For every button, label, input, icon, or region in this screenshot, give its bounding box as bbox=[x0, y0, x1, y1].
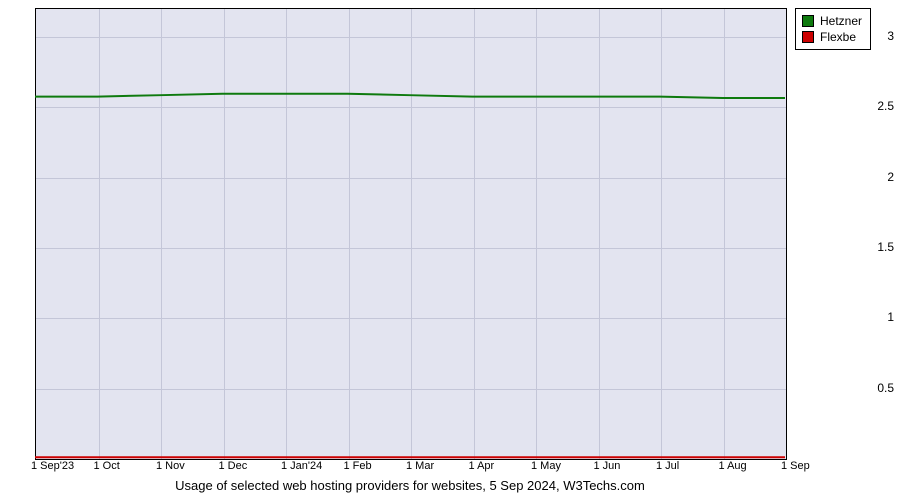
legend-swatch bbox=[802, 31, 814, 43]
chart-caption: Usage of selected web hosting providers … bbox=[35, 478, 785, 493]
x-tick-label: 1 Dec bbox=[219, 460, 248, 472]
x-tick-label: 1 Apr bbox=[469, 460, 495, 472]
chart-container: 0.511.522.53 1 Sep'231 Oct1 Nov1 Dec1 Ja… bbox=[0, 0, 900, 500]
x-tick-label: 1 Jan'24 bbox=[281, 460, 322, 472]
x-tick-label: 1 Aug bbox=[719, 460, 747, 472]
series-line bbox=[35, 94, 785, 98]
x-tick-label: 1 Feb bbox=[344, 460, 372, 472]
x-tick-label: 1 Jul bbox=[656, 460, 679, 472]
x-tick-label: 1 Jun bbox=[594, 460, 621, 472]
legend: HetznerFlexbe bbox=[795, 8, 871, 50]
y-tick-label: 2 bbox=[861, 170, 894, 184]
legend-swatch bbox=[802, 15, 814, 27]
x-tick-label: 1 Sep'23 bbox=[31, 460, 74, 472]
legend-item: Hetzner bbox=[802, 13, 862, 29]
legend-label: Flexbe bbox=[820, 29, 856, 45]
y-tick-label: 0.5 bbox=[861, 381, 894, 395]
caption-text: Usage of selected web hosting providers … bbox=[175, 478, 645, 493]
y-tick-label: 2.5 bbox=[861, 99, 894, 113]
x-tick-label: 1 Nov bbox=[156, 460, 185, 472]
x-tick-label: 1 May bbox=[531, 460, 561, 472]
legend-item: Flexbe bbox=[802, 29, 862, 45]
x-tick-label: 1 Sep bbox=[781, 460, 810, 472]
y-tick-label: 1 bbox=[861, 310, 894, 324]
y-tick-label: 1.5 bbox=[861, 240, 894, 254]
x-tick-label: 1 Oct bbox=[94, 460, 120, 472]
legend-label: Hetzner bbox=[820, 13, 862, 29]
x-tick-label: 1 Mar bbox=[406, 460, 434, 472]
chart-lines bbox=[0, 0, 900, 500]
